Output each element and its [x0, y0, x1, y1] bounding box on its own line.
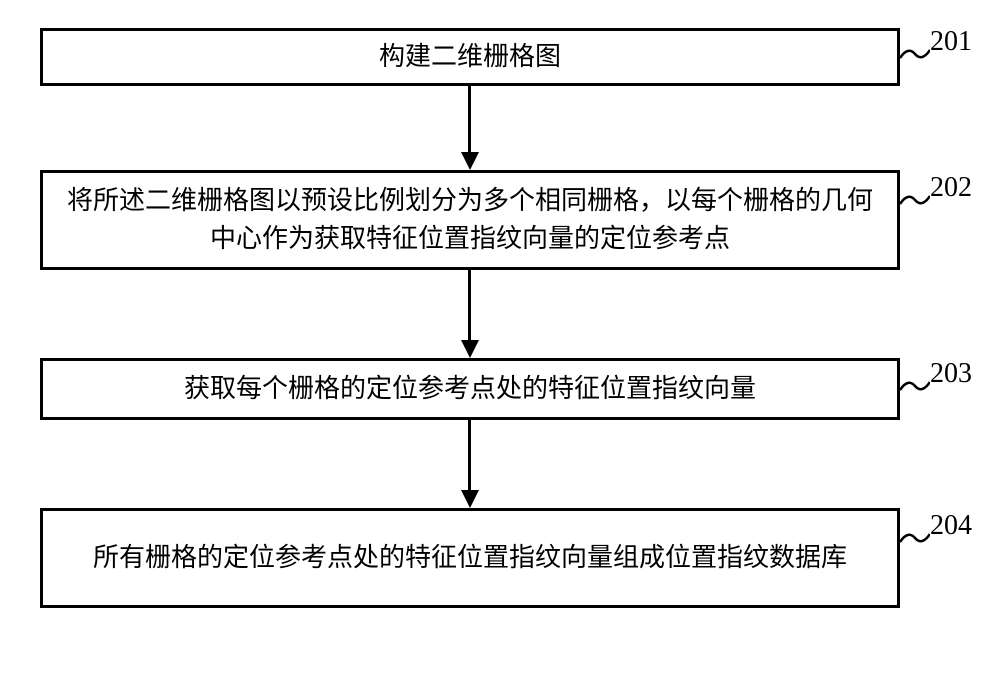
flowchart-node-text: 将所述二维栅格图以预设比例划分为多个相同栅格，以每个栅格的几何中心作为获取特征位… — [63, 182, 877, 257]
connector-tilde — [900, 44, 930, 64]
connector-tilde — [900, 528, 930, 548]
flowchart-node: 将所述二维栅格图以预设比例划分为多个相同栅格，以每个栅格的几何中心作为获取特征位… — [40, 170, 900, 270]
flowchart-node: 所有栅格的定位参考点处的特征位置指纹向量组成位置指纹数据库 — [40, 508, 900, 608]
flowchart-arrowhead — [461, 490, 479, 508]
flowchart-arrowhead — [461, 152, 479, 170]
flowchart-node: 构建二维栅格图 — [40, 28, 900, 86]
flowchart-node-text: 获取每个栅格的定位参考点处的特征位置指纹向量 — [184, 370, 756, 408]
flowchart-edge — [468, 420, 471, 490]
flowchart-node: 获取每个栅格的定位参考点处的特征位置指纹向量 — [40, 358, 900, 420]
connector-tilde — [900, 376, 930, 396]
step-label: 203 — [930, 358, 972, 390]
step-label: 204 — [930, 510, 972, 542]
flowchart-arrowhead — [461, 340, 479, 358]
flowchart-canvas: 构建二维栅格图 201 将所述二维栅格图以预设比例划分为多个相同栅格，以每个栅格… — [0, 0, 1000, 680]
step-label: 201 — [930, 26, 972, 58]
step-label: 202 — [930, 172, 972, 204]
flowchart-node-text: 构建二维栅格图 — [379, 38, 561, 76]
flowchart-edge — [468, 86, 471, 152]
flowchart-edge — [468, 270, 471, 340]
flowchart-node-text: 所有栅格的定位参考点处的特征位置指纹向量组成位置指纹数据库 — [93, 539, 847, 577]
connector-tilde — [900, 190, 930, 210]
